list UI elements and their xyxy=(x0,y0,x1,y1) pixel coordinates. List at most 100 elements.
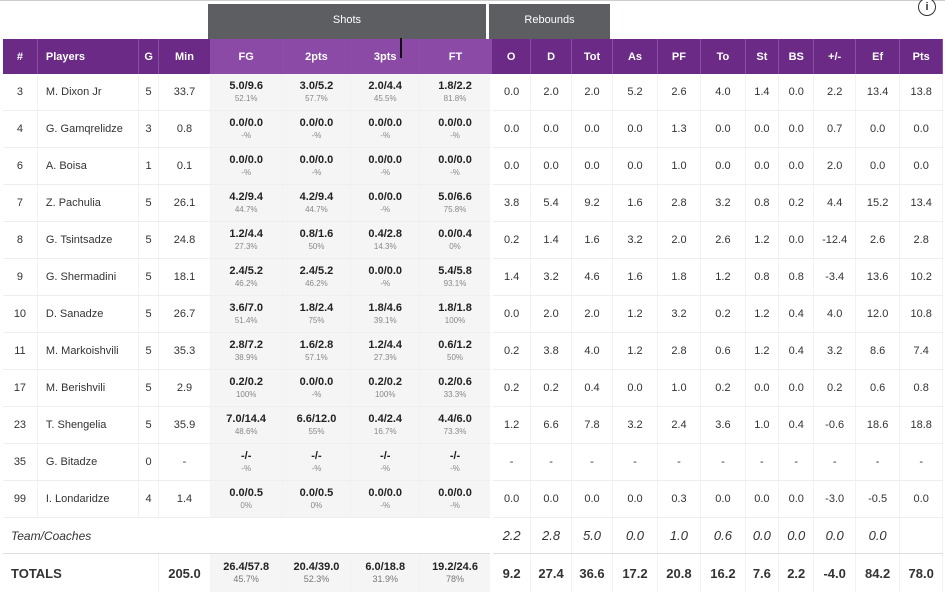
column-header-ef[interactable]: Ef xyxy=(855,39,899,74)
ft-cell: 0.0/0.0-% xyxy=(420,481,492,518)
stat-tot: 2.0 xyxy=(571,296,612,333)
three-pts-cell: -/--% xyxy=(351,444,420,481)
totals-stat-pf: 20.8 xyxy=(657,554,700,592)
column-header-pts[interactable]: Pts xyxy=(900,39,943,74)
stat-to: 3.2 xyxy=(701,185,745,222)
stat-ef: 8.6 xyxy=(855,333,899,370)
stat-as: 0.0 xyxy=(613,111,657,148)
totals-stat-tot: 36.6 xyxy=(571,554,612,592)
column-header-to[interactable]: To xyxy=(701,39,745,74)
stat-to: 0.0 xyxy=(701,481,745,518)
fg-cell-made-attempted: 2.8/7.2 xyxy=(211,340,282,351)
totals-stat-o: 9.2 xyxy=(491,554,530,592)
three-pts-cell-percent: 100% xyxy=(351,389,419,400)
column-header-players[interactable]: Players xyxy=(37,39,138,74)
two-pts-cell-made-attempted: 0.0/0.0 xyxy=(283,155,351,166)
stat-ef: 13.6 xyxy=(855,259,899,296)
two-pts-cell: 0.0/0.0-% xyxy=(282,370,351,407)
three-pts-cell-made-attempted: 0.4/2.4 xyxy=(351,414,419,425)
stat-as: 1.2 xyxy=(613,333,657,370)
fg-cell-made-attempted: 4.2/9.4 xyxy=(211,192,282,203)
stat-pts: 0.0 xyxy=(900,481,943,518)
fg-cell-percent: -% xyxy=(211,463,282,474)
ft-cell-made-attempted: 0.0/0.0 xyxy=(420,155,490,166)
column-header-min[interactable]: Min xyxy=(159,39,211,74)
player-name: T. Shengelia xyxy=(37,407,138,444)
three-pts-cell: 0.0/0.0-% xyxy=(351,185,420,222)
stat-pm: -0.6 xyxy=(814,407,855,444)
player-name: G. Bitadze xyxy=(37,444,138,481)
three-pts-cell-made-attempted: -/- xyxy=(351,451,419,462)
team-stat-d: 2.8 xyxy=(531,518,571,554)
fg-cell-percent: 38.9% xyxy=(211,352,282,363)
two-pts-cell-percent: 50% xyxy=(283,241,351,252)
column-header-g[interactable]: G xyxy=(139,39,159,74)
stat-ef: 12.0 xyxy=(855,296,899,333)
two-pts-cell: -/--% xyxy=(282,444,351,481)
stat-pf: 1.3 xyxy=(657,111,700,148)
stat-d: 1.4 xyxy=(531,222,571,259)
fg-cell-percent: 46.2% xyxy=(211,278,282,289)
ft-cell-made-attempted: 4.4/6.0 xyxy=(420,414,490,425)
stat-pm: 3.2 xyxy=(814,333,855,370)
totals-stat-as: 17.2 xyxy=(613,554,657,592)
column-header-bs[interactable]: BS xyxy=(779,39,814,74)
info-icon[interactable]: i xyxy=(918,0,936,16)
three-pts-cell: 0.0/0.0-% xyxy=(351,111,420,148)
minutes: 33.7 xyxy=(159,74,211,111)
column-header-d[interactable]: D xyxy=(531,39,571,74)
column-header-2pts[interactable]: 2pts xyxy=(282,39,351,74)
totals-stat-ef: 84.2 xyxy=(855,554,899,592)
column-header-st[interactable]: St xyxy=(745,39,778,74)
column-header-fg[interactable]: FG xyxy=(210,39,282,74)
stat-tot: 0.0 xyxy=(571,148,612,185)
column-header-num[interactable]: # xyxy=(3,39,37,74)
stat-pf: 2.8 xyxy=(657,333,700,370)
stat-pts: 18.8 xyxy=(900,407,943,444)
three-pts-cell-made-attempted: 0.4/2.8 xyxy=(351,229,419,240)
games-played: 5 xyxy=(139,333,159,370)
games-played: 5 xyxy=(139,222,159,259)
column-header-ft[interactable]: FT xyxy=(420,39,492,74)
stat-st: 0.8 xyxy=(745,185,778,222)
column-header-3pts[interactable]: 3pts xyxy=(351,39,420,74)
totals-two-pts-made-attempted: 20.4/39.0 xyxy=(283,562,351,573)
three-pts-cell-percent: -% xyxy=(351,167,419,178)
ft-cell-percent: 93.1% xyxy=(420,278,490,289)
column-header-pf[interactable]: PF xyxy=(657,39,700,74)
two-pts-cell-made-attempted: 0.0/0.5 xyxy=(283,488,351,499)
column-header-as[interactable]: As xyxy=(613,39,657,74)
ft-cell-made-attempted: 0.6/1.2 xyxy=(420,340,490,351)
player-number: 11 xyxy=(3,333,37,370)
stat-pm: -3.0 xyxy=(814,481,855,518)
column-header-tot[interactable]: Tot xyxy=(571,39,612,74)
column-header-plus-minus[interactable]: +/- xyxy=(814,39,855,74)
player-number: 4 xyxy=(3,111,37,148)
fg-cell-made-attempted: 3.6/7.0 xyxy=(211,303,282,314)
stat-st: 1.2 xyxy=(745,296,778,333)
player-name: D. Sanadze xyxy=(37,296,138,333)
column-header-o[interactable]: O xyxy=(491,39,530,74)
three-pts-cell-made-attempted: 2.0/4.4 xyxy=(351,81,419,92)
